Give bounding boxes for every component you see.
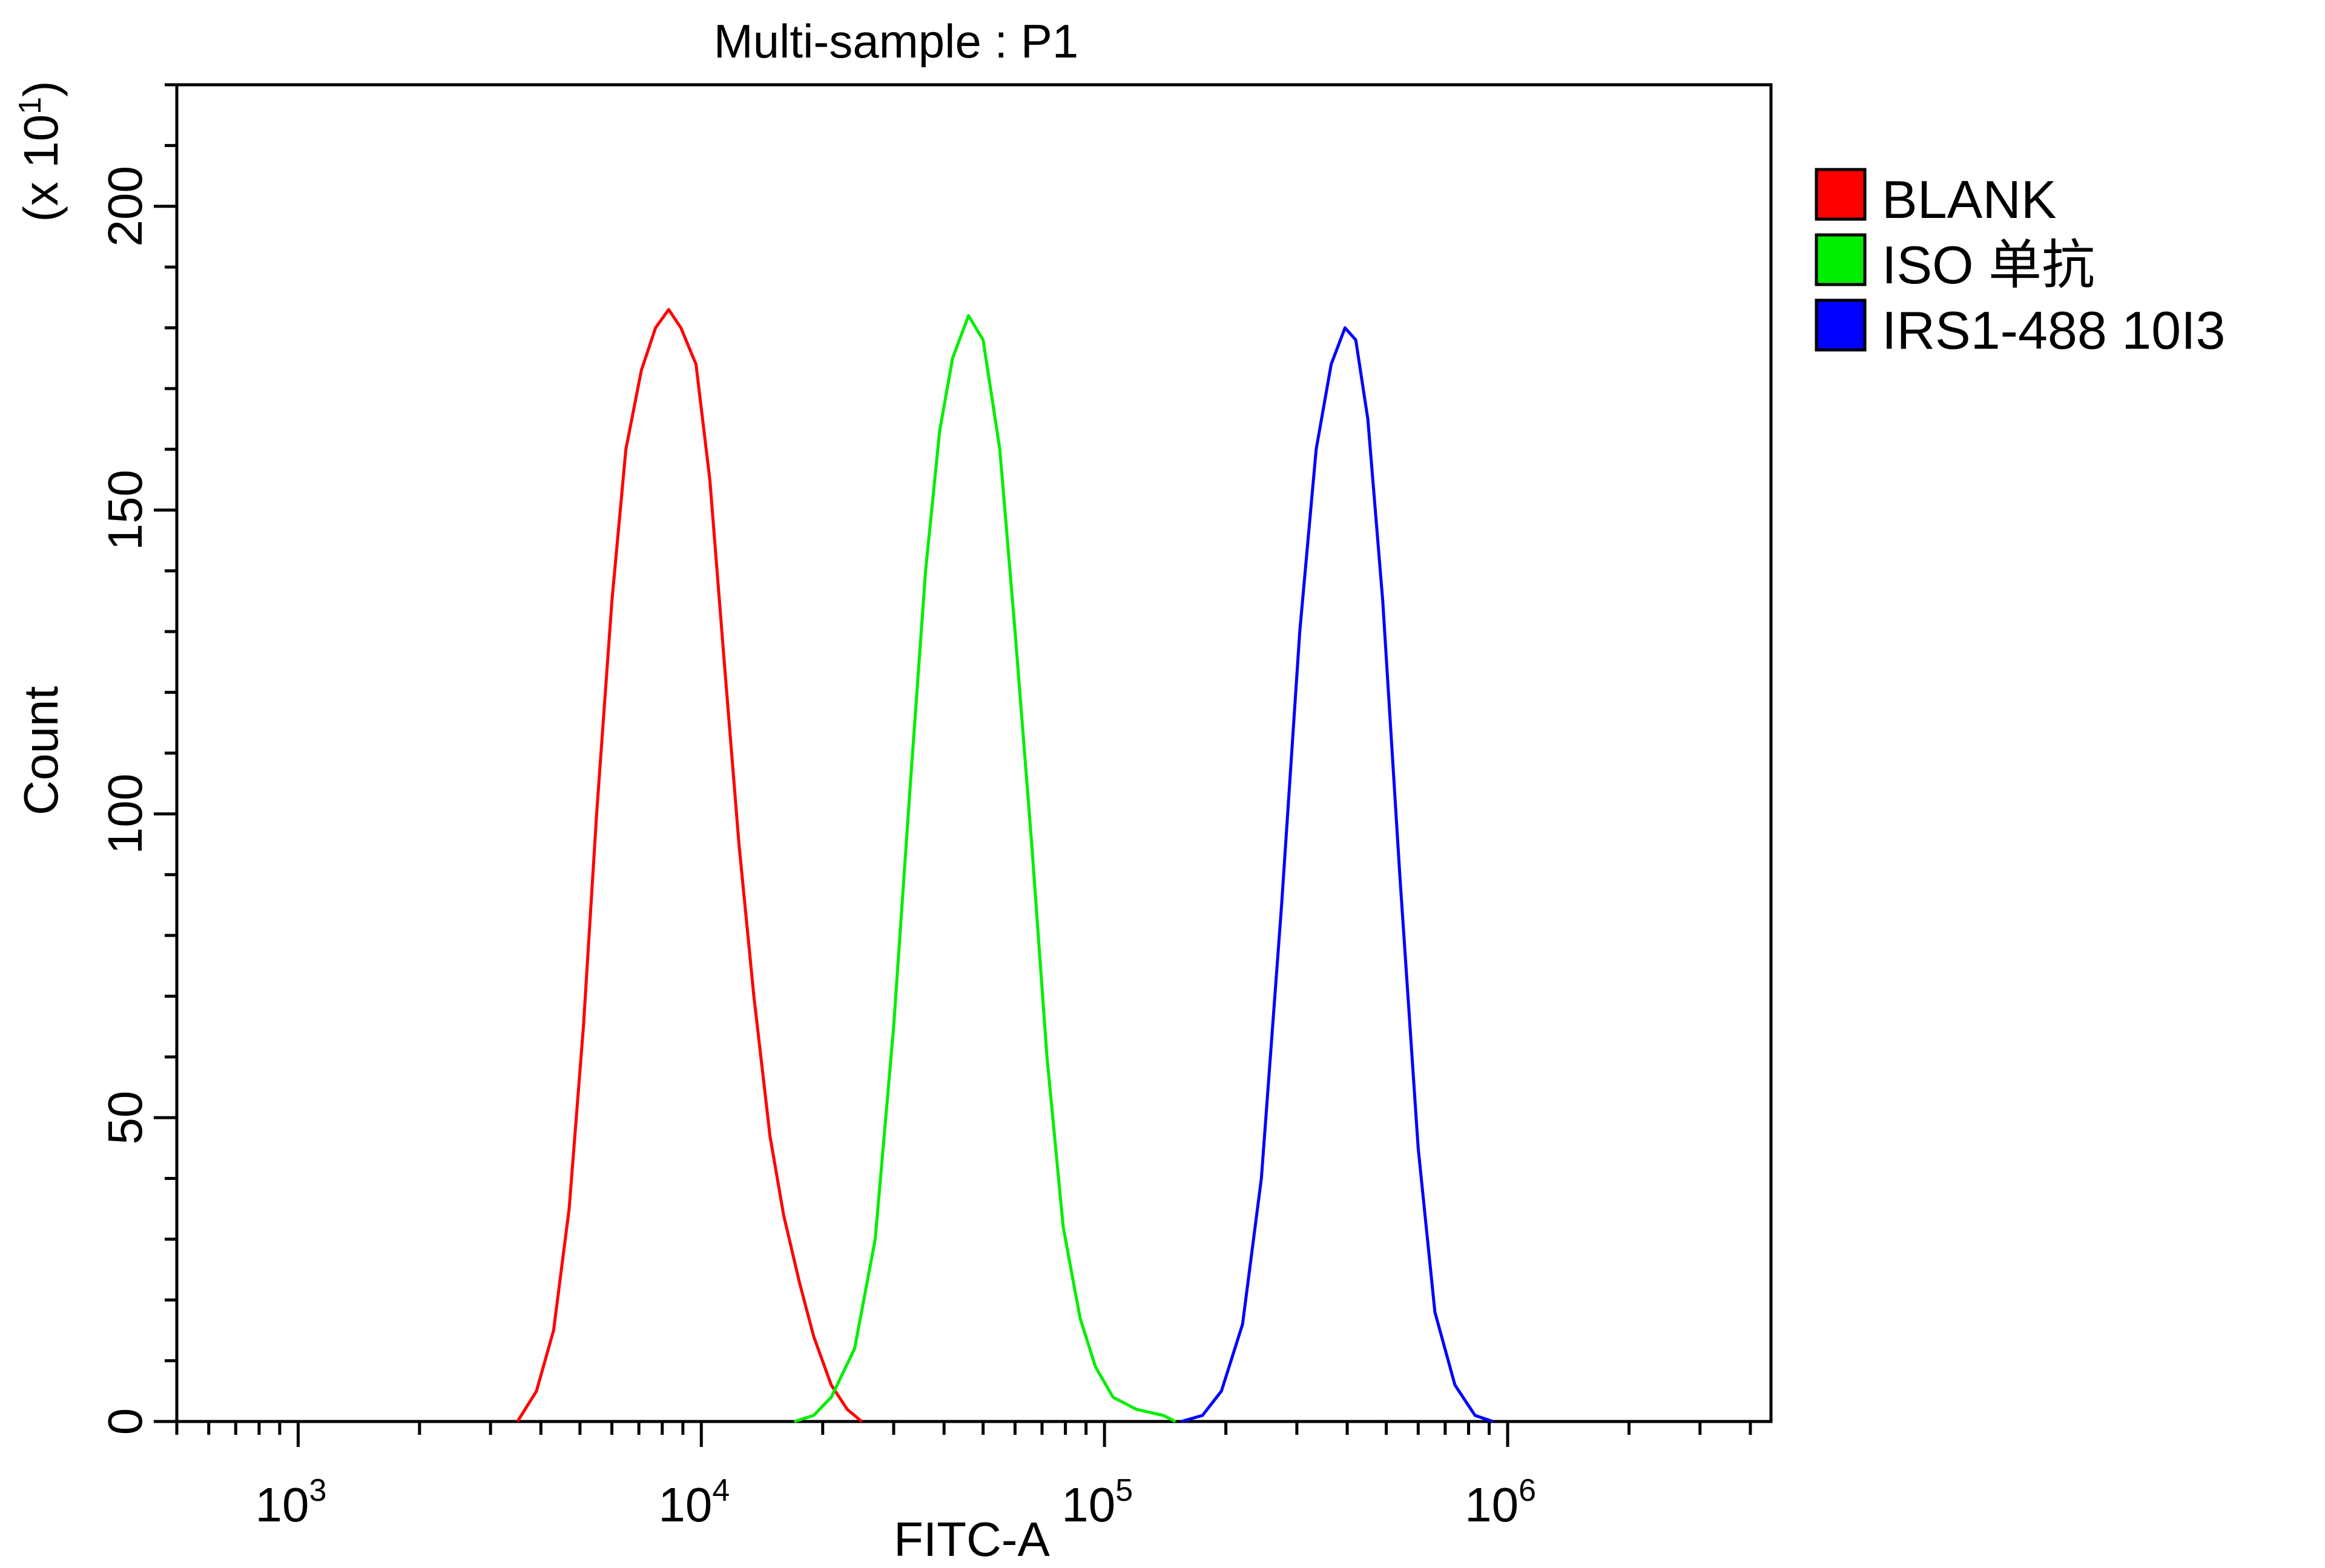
- y-tick-label: 100: [98, 774, 152, 854]
- y-multiplier-suffix: ): [14, 81, 68, 97]
- y-axis-multiplier: (x 101): [13, 81, 68, 222]
- series-line-blank: [516, 308, 863, 1423]
- y-multiplier-prefix: (x 10: [14, 114, 68, 222]
- chart-title: Multi-sample : P1: [714, 15, 1079, 68]
- x-axis-label: FITC-A: [894, 1512, 1050, 1566]
- legend-item-blank: BLANK: [1815, 168, 2057, 229]
- x-tick-label: 103: [255, 1473, 326, 1532]
- plot-frame: [175, 83, 1773, 1423]
- x-tick-label: 104: [658, 1473, 730, 1532]
- x-axis-ticks: 103 104 105 106: [175, 1421, 1752, 1532]
- series-line-irs1: [1181, 326, 1494, 1423]
- y-tick-label: 0: [98, 1408, 152, 1435]
- legend: BLANK ISO 单抗 IRS1-488 10I3: [1815, 168, 2226, 360]
- y-axis-label: Count: [14, 686, 68, 815]
- x-tick-label: 106: [1465, 1473, 1536, 1532]
- legend-swatch-blank: [1815, 168, 1867, 221]
- y-tick-label: 50: [98, 1091, 152, 1145]
- legend-swatch-irs1: [1815, 298, 1867, 352]
- legend-label-blank: BLANK: [1882, 170, 2057, 229]
- y-multiplier-exponent: 1: [13, 97, 48, 114]
- series-layer: [516, 308, 1494, 1423]
- x-tick-label: 105: [1061, 1473, 1133, 1532]
- y-axis-ticks: 0 50 100 150 200: [98, 83, 177, 1435]
- legend-item-iso: ISO 单抗: [1815, 233, 2095, 295]
- y-tick-label: 200: [98, 166, 152, 246]
- legend-label-iso: ISO 单抗: [1882, 235, 2095, 295]
- y-tick-label: 150: [98, 470, 152, 550]
- legend-label-irs1: IRS1-488 10I3: [1882, 300, 2226, 360]
- series-line-iso: [794, 314, 1176, 1423]
- legend-swatch-iso: [1815, 233, 1867, 286]
- legend-item-irs1: IRS1-488 10I3: [1815, 298, 2226, 360]
